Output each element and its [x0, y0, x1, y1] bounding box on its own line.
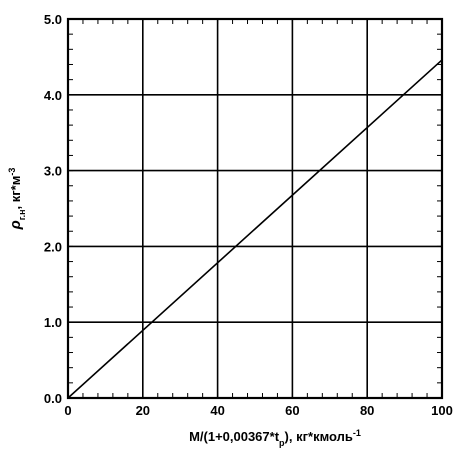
x-axis-label: M/(1+0,00367*tp), кг*кмоль-1: [189, 428, 361, 448]
y-tick-label: 2.0: [44, 239, 62, 254]
x-axis-label-main: M/(1+0,00367*t: [189, 429, 280, 444]
x-tick-label: 100: [431, 403, 453, 418]
y-tick-labels: 0.0 1.0 2.0 3.0 4.0 5.0: [44, 12, 62, 406]
y-tick-label: 5.0: [44, 12, 62, 27]
y-tick-label: 0.0: [44, 391, 62, 406]
y-axis-label-main: ρ: [7, 220, 24, 230]
y-tick-label: 3.0: [44, 164, 62, 179]
plot-frame: [66, 17, 444, 400]
y-axis-label-tail: , кг*м: [8, 176, 23, 210]
tick-marks: [67, 18, 443, 399]
y-axis-label-sup: -3: [7, 168, 17, 176]
series-line: [67, 59, 443, 399]
y-axis-label: ρг.н, кг*м-3: [7, 168, 27, 231]
x-tick-label: 40: [210, 403, 224, 418]
y-tick-label: 1.0: [44, 315, 62, 330]
y-tick-label: 4.0: [44, 88, 62, 103]
x-axis-label-sub: p: [279, 438, 285, 448]
x-tick-label: 80: [360, 403, 374, 418]
grid: [67, 18, 443, 399]
x-axis-label-tail: ), кг*кмоль: [285, 429, 353, 444]
series-layer: [67, 59, 443, 399]
x-axis-label-sup: -1: [353, 428, 361, 438]
x-tick-label: 20: [136, 403, 150, 418]
x-tick-label: 0: [64, 403, 71, 418]
x-tick-labels: 0 20 40 60 80 100: [64, 403, 452, 418]
x-tick-label: 60: [285, 403, 299, 418]
y-axis-label-sub: г.н: [17, 209, 27, 220]
